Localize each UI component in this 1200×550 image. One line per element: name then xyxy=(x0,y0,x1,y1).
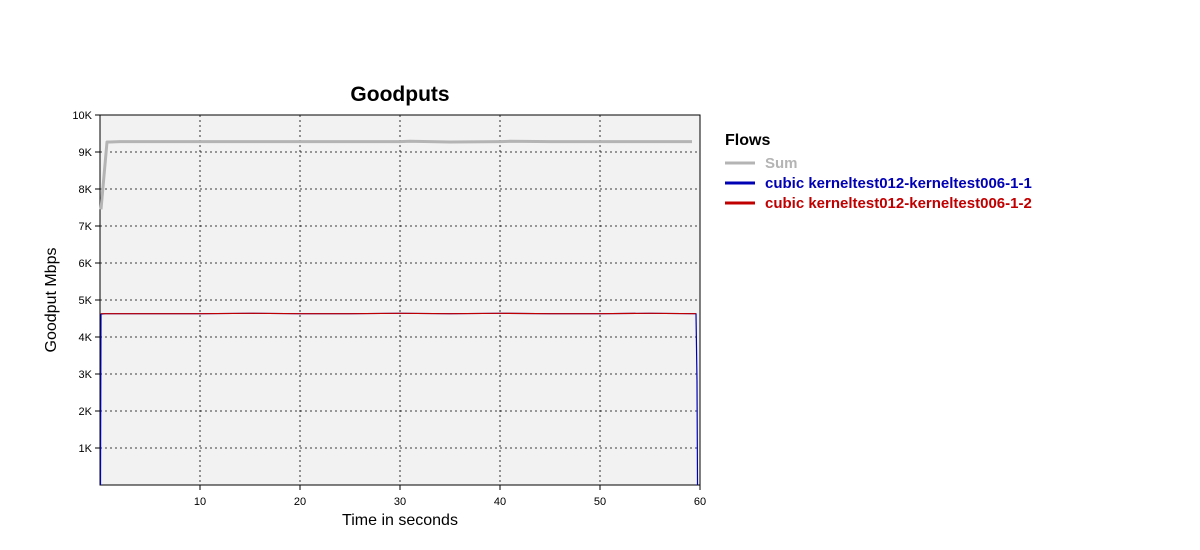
legend-entry-3: cubic kerneltest012-kerneltest006-1-2 xyxy=(765,195,1032,212)
legend: Flows Sum cubic kerneltest012-kerneltest0… xyxy=(725,132,1032,212)
y-axis-ticks: 1K 2K 3K 4K 5K 6K 7K 8K 9K 10K xyxy=(72,110,100,455)
y-tick-label: 4K xyxy=(79,332,93,344)
y-tick-label: 3K xyxy=(79,369,93,381)
series-line-1 xyxy=(99,139,692,210)
y-tick-label: 5K xyxy=(79,295,93,307)
y-tick-label: 6K xyxy=(79,258,93,270)
y-tick-label: 8K xyxy=(79,184,93,196)
legend-entry-1: Sum xyxy=(765,155,798,172)
series-lines xyxy=(99,139,699,486)
y-tick-label: 9K xyxy=(79,147,93,159)
x-tick-label: 40 xyxy=(494,496,506,508)
y-tick-label: 2K xyxy=(79,406,93,418)
y-tick-label: 1K xyxy=(79,443,93,455)
legend-entry-2: cubic kerneltest012-kerneltest006-1-1 xyxy=(765,175,1032,192)
x-axis-ticks: 10 20 30 40 50 60 xyxy=(194,485,706,508)
y-tick-label: 7K xyxy=(79,221,93,233)
grid-lines xyxy=(100,115,700,485)
x-axis-label: Time in seconds xyxy=(342,512,458,529)
y-axis-label: Goodput Mbps xyxy=(43,248,60,353)
chart-title: Goodputs xyxy=(350,83,449,106)
x-tick-label: 10 xyxy=(194,496,206,508)
x-tick-label: 30 xyxy=(394,496,406,508)
x-tick-label: 50 xyxy=(594,496,606,508)
x-tick-label: 20 xyxy=(294,496,306,508)
x-tick-label: 60 xyxy=(694,496,706,508)
legend-title: Flows xyxy=(725,132,770,149)
y-tick-label: 10K xyxy=(72,110,92,122)
